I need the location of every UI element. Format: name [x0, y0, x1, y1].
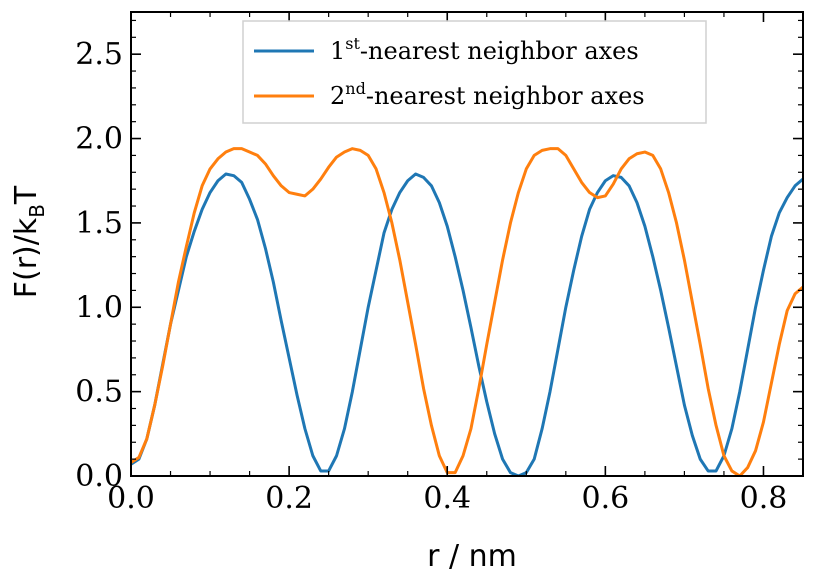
y-tick-label: 0.5: [75, 375, 123, 410]
legend-1-pre: 1: [330, 37, 345, 65]
y-axis-label: F(r)/kBT: [9, 185, 49, 298]
legend-2-sup: nd: [345, 79, 366, 98]
y-axis-label-sub: B: [25, 204, 49, 218]
y-tick-label: 1.0: [75, 290, 123, 325]
legend-box: [242, 20, 707, 124]
x-tick-label: 0.0: [107, 481, 155, 516]
y-axis-label-base: F(r)/k: [9, 217, 44, 298]
y-axis-label-tail: T: [9, 185, 44, 205]
x-tick-label: 0.6: [581, 481, 629, 516]
y-tick-label: 2.5: [75, 37, 123, 72]
legend-1-sup: st: [345, 34, 360, 53]
x-axis-label: r / nm: [427, 539, 517, 574]
legend-1-post: -nearest neighbor axes: [360, 37, 639, 65]
series-layer: [131, 147, 803, 476]
legend: 1st-nearest neighbor axes 2nd-nearest ne…: [242, 20, 707, 124]
series-line-2: [131, 147, 803, 476]
y-tick-label: 2.0: [75, 122, 123, 157]
x-tick-label: 0.2: [265, 481, 313, 516]
x-tick-label: 0.4: [423, 481, 471, 516]
legend-label-1st-nearest: 1st-nearest neighbor axes: [330, 34, 639, 65]
y-tick-label: 1.5: [75, 206, 123, 241]
y-tick-label: 0.0: [75, 459, 123, 494]
series-line-1: [131, 172, 803, 476]
tick-labels: 0.0 0.2 0.4 0.6 0.8 0.0 0.5 1.0 1.5 2.0 2.5: [75, 37, 787, 516]
legend-label-2nd-nearest: 2nd-nearest neighbor axes: [330, 79, 645, 110]
legend-2-post: -nearest neighbor axes: [366, 82, 645, 110]
x-tick-label: 0.8: [740, 481, 788, 516]
legend-2-pre: 2: [330, 82, 345, 110]
plot-frame: [130, 11, 804, 477]
